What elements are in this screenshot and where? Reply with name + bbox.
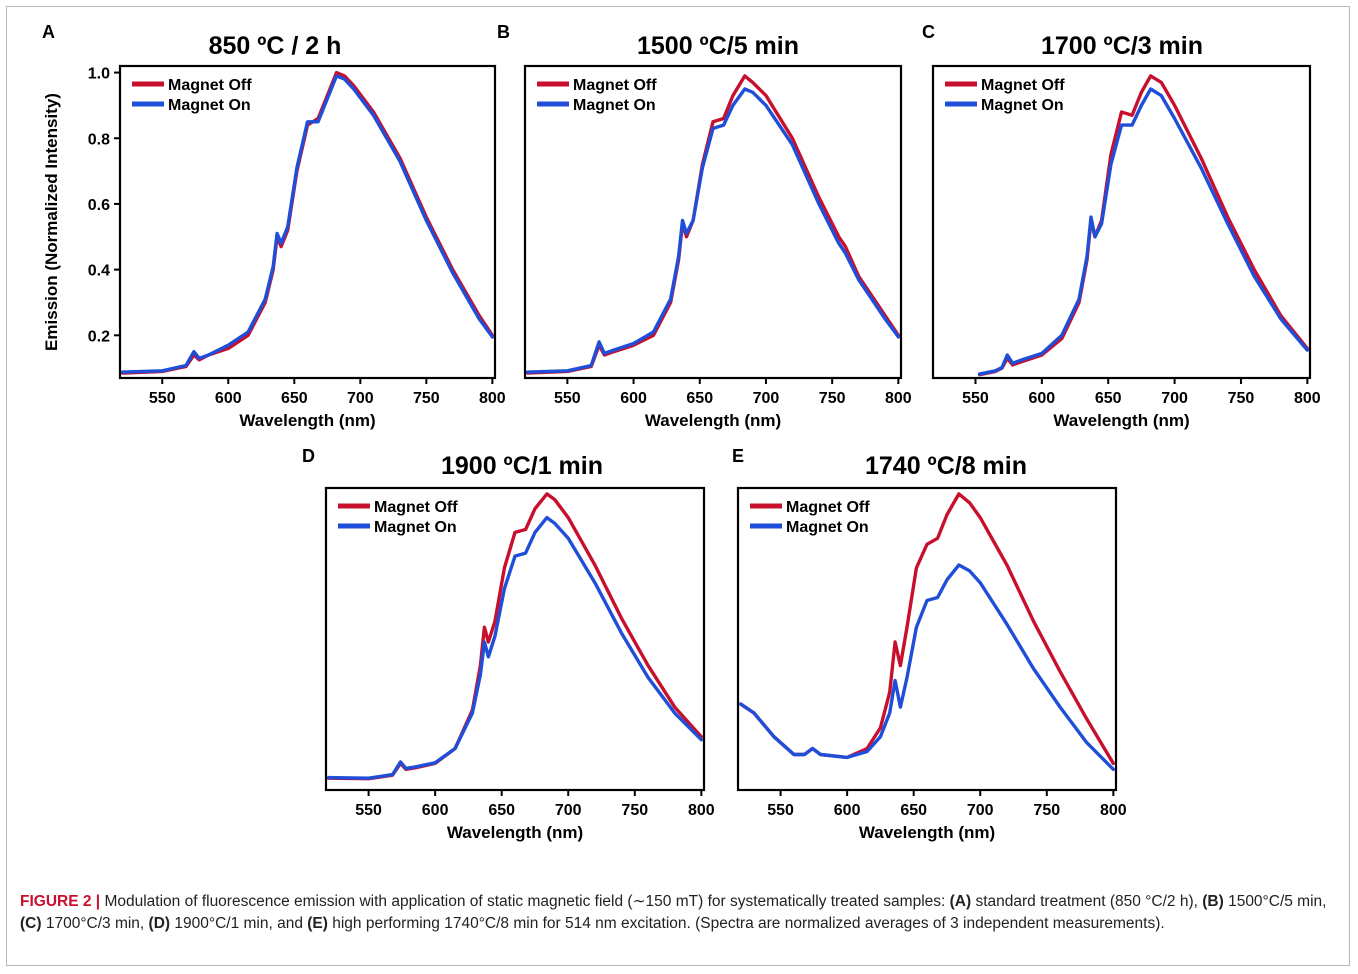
legend-label-e-magnet-off: Magnet Off [786, 499, 870, 516]
legend-label-a-magnet-on: Magnet On [168, 97, 251, 114]
x-tick-label-d-650: 650 [488, 802, 515, 819]
caption-ref-b: (B) [1202, 893, 1224, 910]
x-tick-label-c-550: 550 [962, 390, 989, 407]
x-tick-label-d-600: 600 [422, 802, 449, 819]
caption-text-4: 1700°C/3 min, [41, 915, 149, 932]
x-tick-label-a-600: 600 [215, 390, 242, 407]
caption-ref-c: (C) [20, 915, 42, 932]
panel-title-a: 850 ºC / 2 h [209, 32, 342, 60]
y-tick-label-a-2: 0.6 [88, 197, 110, 214]
figure-caption: FIGURE 2 | Modulation of fluorescence em… [20, 891, 1338, 935]
x-tick-label-a-550: 550 [149, 390, 176, 407]
x-tick-label-d-750: 750 [621, 802, 648, 819]
legend-label-c-magnet-on: Magnet On [981, 97, 1064, 114]
legend-label-a-magnet-off: Magnet Off [168, 77, 252, 94]
x-tick-label-b-550: 550 [554, 390, 581, 407]
x-tick-label-b-600: 600 [620, 390, 647, 407]
panel-title-d: 1900 ºC/1 min [441, 452, 603, 480]
x-tick-label-c-700: 700 [1161, 390, 1188, 407]
x-tick-label-b-700: 700 [753, 390, 780, 407]
caption-label: FIGURE 2 | [20, 893, 101, 910]
legend-label-e-magnet-on: Magnet On [786, 519, 869, 536]
x-tick-label-b-650: 650 [686, 390, 713, 407]
legend-label-d-magnet-on: Magnet On [374, 519, 457, 536]
x-axis-label-a: Wavelength (nm) [239, 411, 375, 430]
x-tick-label-c-650: 650 [1095, 390, 1122, 407]
panel-title-e: 1740 ºC/8 min [865, 452, 1027, 480]
y-axis-label-a: Emission (Normalized Intensity) [42, 93, 61, 351]
y-tick-label-a-0: 0.2 [88, 328, 110, 345]
series-line-d-magnet-off [327, 492, 703, 781]
caption-ref-e: (E) [307, 915, 328, 932]
x-tick-label-d-550: 550 [355, 802, 382, 819]
series-line-b-magnet-on [525, 87, 901, 374]
x-tick-label-e-650: 650 [900, 802, 927, 819]
x-axis-label-b: Wavelength (nm) [645, 411, 781, 430]
x-tick-label-b-800: 800 [885, 390, 912, 407]
figure-panels: A 850 ºC / 2 h 550 600 650 700 750 800 Wavelengt… [42, 22, 1321, 842]
y-tick-label-a-1: 0.4 [88, 263, 110, 280]
x-tick-label-e-550: 550 [767, 802, 794, 819]
x-tick-label-a-650: 650 [281, 390, 308, 407]
panel-label-a: A [42, 22, 55, 42]
x-tick-label-d-700: 700 [555, 802, 582, 819]
y-tick-label-a-4: 1.0 [88, 66, 110, 83]
series-line-c-magnet-off [977, 74, 1309, 377]
legend-label-c-magnet-off: Magnet Off [981, 77, 1065, 94]
caption-ref-d: (D) [148, 915, 171, 932]
panel-label-e: E [732, 446, 744, 466]
caption-text-6: high performing 1740°C/8 min for 514 nm … [327, 915, 1165, 932]
x-axis-label-c: Wavelength (nm) [1053, 411, 1189, 430]
panel-label-b: B [497, 22, 510, 42]
plot-frame-b [523, 64, 903, 380]
caption-text-5: 1900°C/1 min, and [170, 915, 308, 932]
x-tick-label-a-750: 750 [413, 390, 440, 407]
series-line-a-magnet-on [120, 74, 495, 374]
x-tick-label-d-800: 800 [688, 802, 715, 819]
legend-label-b-magnet-on: Magnet On [573, 97, 656, 114]
y-tick-label-a-3: 0.8 [88, 131, 110, 148]
series-line-b-magnet-off [525, 74, 901, 375]
figure-frame [6, 6, 1350, 966]
panel-title-c: 1700 ºC/3 min [1041, 32, 1203, 60]
series-line-e-magnet-on [739, 563, 1115, 771]
legend-label-b-magnet-off: Magnet Off [573, 77, 657, 94]
caption-text-3: 1500°C/5 min, [1223, 893, 1327, 910]
x-tick-label-b-750: 750 [819, 390, 846, 407]
series-line-d-magnet-on [327, 515, 703, 780]
x-tick-label-c-800: 800 [1294, 390, 1321, 407]
x-tick-label-a-700: 700 [347, 390, 374, 407]
caption-text-1: Modulation of fluorescence emission with… [100, 893, 950, 910]
x-tick-label-e-600: 600 [834, 802, 861, 819]
plot-frame-e [736, 486, 1118, 792]
x-tick-label-a-800: 800 [479, 390, 506, 407]
series-line-c-magnet-on [977, 87, 1309, 376]
legend-label-d-magnet-off: Magnet Off [374, 499, 458, 516]
caption-ref-a: (A) [949, 893, 972, 910]
x-axis-label-d: Wavelength (nm) [447, 823, 583, 842]
panel-label-d: D [302, 446, 315, 466]
plot-frame-d [324, 486, 706, 792]
x-tick-label-c-600: 600 [1029, 390, 1056, 407]
x-tick-label-e-800: 800 [1100, 802, 1127, 819]
panel-title-b: 1500 ºC/5 min [637, 32, 799, 60]
caption-text-2: standard treatment (850 °C/2 h), [971, 893, 1203, 910]
plot-frame-c [931, 64, 1312, 380]
panel-label-c: C [922, 22, 935, 42]
x-axis-label-e: Wavelength (nm) [859, 823, 995, 842]
x-tick-label-e-700: 700 [967, 802, 994, 819]
series-line-a-magnet-off [120, 70, 495, 375]
x-tick-label-c-750: 750 [1228, 390, 1255, 407]
x-tick-label-e-750: 750 [1033, 802, 1060, 819]
plot-frame-a [118, 64, 497, 380]
